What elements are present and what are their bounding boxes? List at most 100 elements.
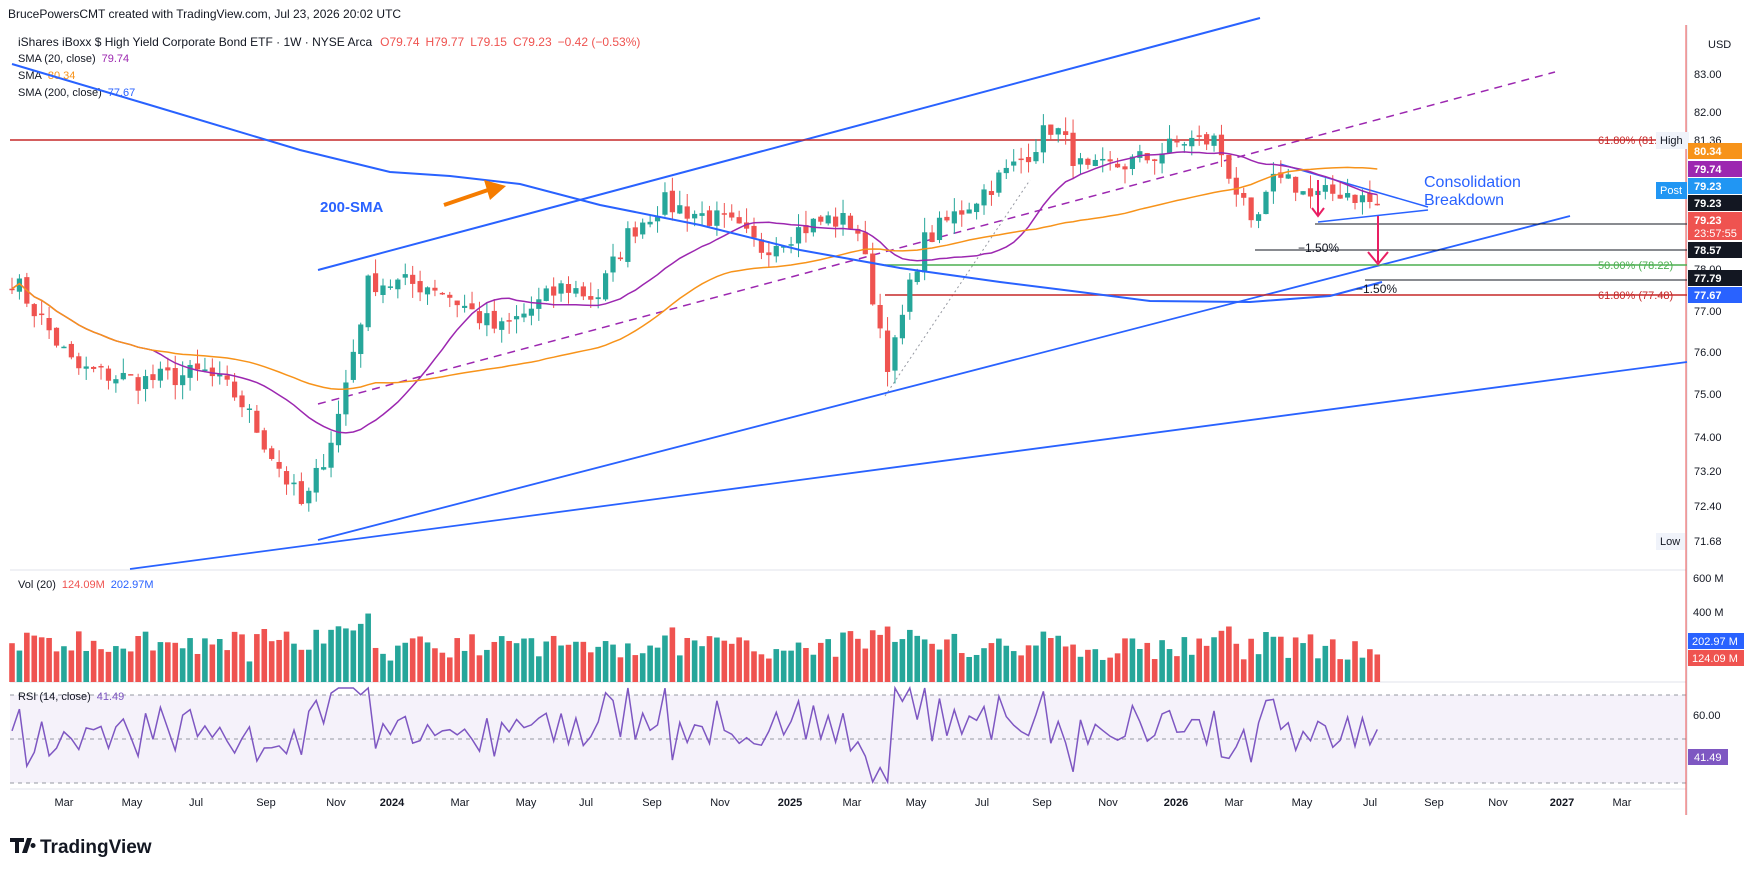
volume-bar <box>869 630 876 682</box>
rsi-line-group <box>11 685 1378 785</box>
vol-badge-last <box>1688 650 1744 666</box>
volume-bar <box>254 634 260 682</box>
candle-body <box>439 292 445 295</box>
volume-bar <box>313 629 320 682</box>
time-axis-label: Sep <box>642 797 662 809</box>
sma-legend-item: SMA (200, close) 77.67 <box>18 87 135 99</box>
candle-body <box>647 221 653 225</box>
volume-bar <box>543 641 550 682</box>
sma200-label: 200-SMA <box>320 199 384 216</box>
candle-body <box>781 246 787 248</box>
volume-bar <box>498 636 505 682</box>
volume-bar <box>617 657 624 682</box>
volume-bar <box>1329 639 1336 682</box>
volume-bar <box>98 649 104 682</box>
consolidation-label: Consolidation <box>1424 174 1521 191</box>
volume-bar <box>276 639 282 682</box>
volume-bar <box>884 626 891 682</box>
candle-body <box>1137 151 1143 158</box>
candle-body <box>113 379 119 384</box>
volume-bar <box>736 637 742 682</box>
time-axis-label: Nov <box>1098 797 1118 809</box>
candle-body <box>892 337 898 371</box>
volume-bar <box>706 636 713 682</box>
candle-body <box>283 471 290 485</box>
candle-body <box>1077 158 1084 165</box>
volume-bar <box>209 644 216 682</box>
candle-body <box>743 222 750 229</box>
candle-body <box>810 218 816 233</box>
volume-bar <box>216 638 223 682</box>
time-axis-label: Sep <box>256 797 276 809</box>
candle-body <box>135 377 141 391</box>
volume-bar <box>335 626 342 682</box>
pct-label-1: −1.50% <box>1298 241 1339 255</box>
candle-body <box>929 232 935 243</box>
time-axis: Mar May Jul Sep Nov 2024 Mar May Jul Sep Nov 2025 Ma… <box>55 797 1632 809</box>
candle-body <box>454 300 460 306</box>
candle-body <box>1085 158 1091 165</box>
volume-bar <box>1099 659 1106 682</box>
candle-body <box>669 190 675 213</box>
volume-bar <box>16 650 23 682</box>
candle-body <box>1092 159 1098 166</box>
volume-bar <box>320 643 327 682</box>
post-tag <box>1656 182 1687 199</box>
high-tag <box>1656 132 1689 149</box>
volume-bar <box>380 653 386 682</box>
volume-bar <box>1025 645 1032 682</box>
candle-body <box>476 311 483 324</box>
candle-body <box>321 467 327 470</box>
volume-bar <box>1307 634 1314 682</box>
price-tick-label: 72.40 <box>1694 501 1722 513</box>
candle-body <box>951 211 957 224</box>
volume-bar <box>788 650 794 682</box>
candle-body <box>68 343 74 358</box>
candle-body <box>232 381 238 398</box>
candle-body <box>31 304 37 317</box>
volume-bar <box>261 629 268 682</box>
volume-bar <box>654 647 661 682</box>
candle-body <box>410 274 416 284</box>
volume-bar <box>973 654 980 682</box>
candle-body <box>610 256 616 273</box>
candle-body <box>98 366 104 368</box>
volume-bar <box>1352 641 1358 682</box>
volume-bar <box>684 637 691 682</box>
time-axis-label: 2027 <box>1550 797 1574 809</box>
candle-body <box>1063 131 1069 135</box>
price-badges: 80.3479.7479.2379.2379.2323:57:5578.5777… <box>1688 143 1742 303</box>
candle-body <box>499 321 505 330</box>
volume-bar <box>469 634 475 682</box>
candle-body <box>1367 193 1373 202</box>
price-badge <box>1688 242 1742 258</box>
volume-bar <box>24 632 30 682</box>
candle-body <box>1233 177 1239 195</box>
volume-bar <box>268 641 275 682</box>
volume-bar <box>699 646 705 682</box>
volume-bar <box>602 641 609 682</box>
volume-bar <box>417 636 423 682</box>
rsi-badge-text: 41.49 <box>1694 752 1722 764</box>
candle-body <box>350 351 356 380</box>
candle-body <box>580 286 586 297</box>
volume-bar <box>306 649 312 682</box>
volume-bar <box>595 646 601 682</box>
volume-bar <box>298 649 305 682</box>
volume-bar <box>179 648 186 682</box>
candle-body <box>884 330 891 372</box>
volume-bar <box>231 631 238 682</box>
time-axis-label: 2024 <box>380 797 405 809</box>
candle-body <box>61 346 67 349</box>
volume-bar <box>1070 644 1076 682</box>
candle-body <box>536 299 542 309</box>
candle-body <box>365 275 371 328</box>
ohlc-low: L79.15 <box>470 35 507 49</box>
price-tick-label: 73.20 <box>1694 466 1722 478</box>
candle-body <box>276 461 282 469</box>
candle-body <box>202 369 208 371</box>
candle-body <box>39 313 45 316</box>
candle-body <box>1293 176 1299 193</box>
candle-body <box>1278 172 1284 178</box>
